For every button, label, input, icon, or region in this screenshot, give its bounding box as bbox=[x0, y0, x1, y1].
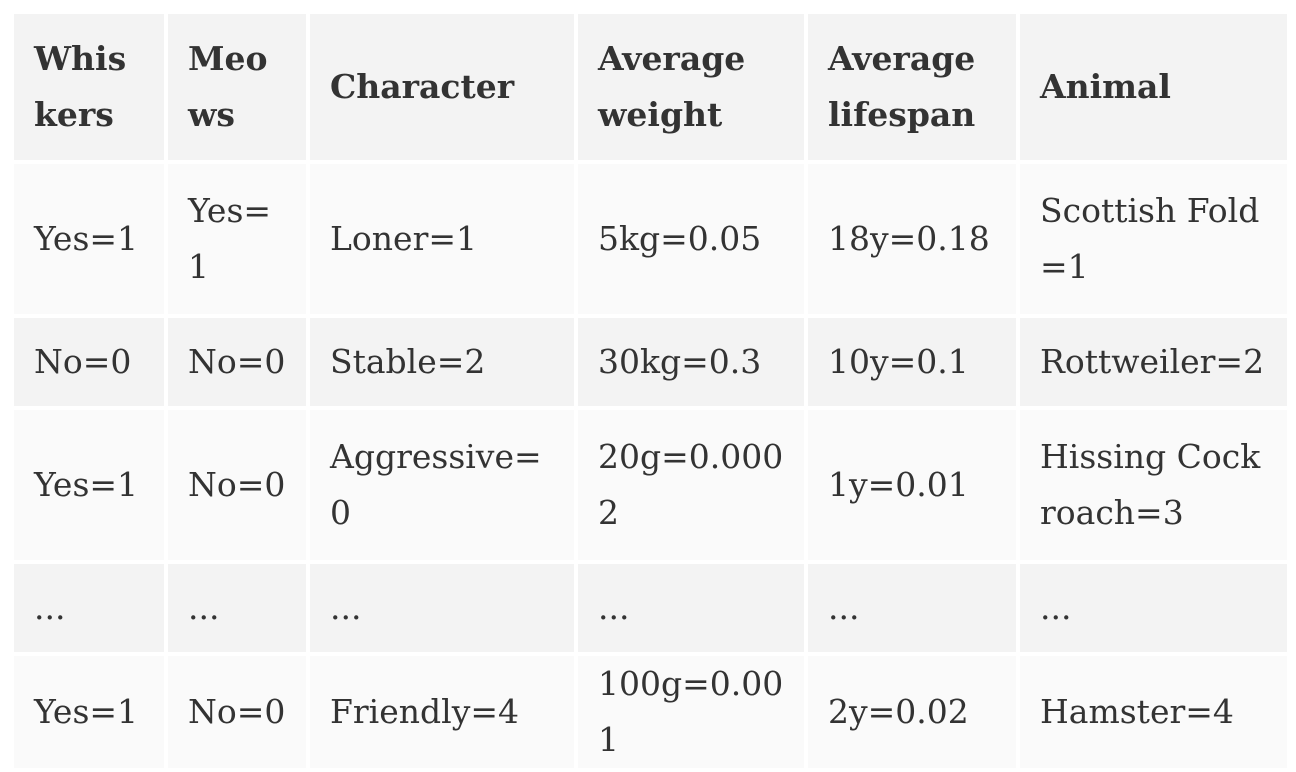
table-cell: 20g=0.0002 bbox=[578, 410, 804, 560]
table-cell: 5kg=0.05 bbox=[578, 164, 804, 314]
table-cell: 30kg=0.3 bbox=[578, 318, 804, 406]
table-cell: ... bbox=[310, 564, 574, 652]
table-cell: No=0 bbox=[168, 410, 306, 560]
table-cell: ... bbox=[14, 564, 164, 652]
table-cell: 10y=0.1 bbox=[808, 318, 1016, 406]
table-cell: Stable=2 bbox=[310, 318, 574, 406]
table-cell: ... bbox=[578, 564, 804, 652]
header-animal: Animal bbox=[1020, 14, 1287, 160]
table-row: Yes=1 Yes=1 Loner=1 5kg=0.05 18y=0.18 Sc… bbox=[14, 164, 1287, 314]
header-character: Character bbox=[310, 14, 574, 160]
header-whiskers: Whiskers bbox=[14, 14, 164, 160]
animal-features-table: Whiskers Meows Character Average weight … bbox=[10, 10, 1291, 772]
table-cell: Scottish Fold=1 bbox=[1020, 164, 1287, 314]
table-cell: ... bbox=[168, 564, 306, 652]
table-cell: No=0 bbox=[14, 318, 164, 406]
table-cell: Loner=1 bbox=[310, 164, 574, 314]
table-cell: Yes=1 bbox=[14, 410, 164, 560]
table-cell: ... bbox=[808, 564, 1016, 652]
table-cell: No=0 bbox=[168, 318, 306, 406]
table-row: ... ... ... ... ... ... bbox=[14, 564, 1287, 652]
header-average-lifespan: Average lifespan bbox=[808, 14, 1016, 160]
table-cell: 100g=0.001 bbox=[578, 656, 804, 768]
table-cell: Yes=1 bbox=[14, 164, 164, 314]
table-cell: Hissing Cockroach=3 bbox=[1020, 410, 1287, 560]
table-cell: Yes=1 bbox=[14, 656, 164, 768]
table-cell: Friendly=4 bbox=[310, 656, 574, 768]
table-header-row: Whiskers Meows Character Average weight … bbox=[14, 14, 1287, 160]
table-cell: 2y=0.02 bbox=[808, 656, 1016, 768]
table-row: No=0 No=0 Stable=2 30kg=0.3 10y=0.1 Rott… bbox=[14, 318, 1287, 406]
table-cell: No=0 bbox=[168, 656, 306, 768]
table-cell: 18y=0.18 bbox=[808, 164, 1016, 314]
header-meows: Meows bbox=[168, 14, 306, 160]
table-cell: Yes=1 bbox=[168, 164, 306, 314]
table-row: Yes=1 No=0 Aggressive=0 20g=0.0002 1y=0.… bbox=[14, 410, 1287, 560]
header-average-weight: Average weight bbox=[578, 14, 804, 160]
table-cell: Hamster=4 bbox=[1020, 656, 1287, 768]
table-row: Yes=1 No=0 Friendly=4 100g=0.001 2y=0.02… bbox=[14, 656, 1287, 768]
table-cell: Aggressive=0 bbox=[310, 410, 574, 560]
table-cell: 1y=0.01 bbox=[808, 410, 1016, 560]
table-cell: Rottweiler=2 bbox=[1020, 318, 1287, 406]
table-cell: ... bbox=[1020, 564, 1287, 652]
